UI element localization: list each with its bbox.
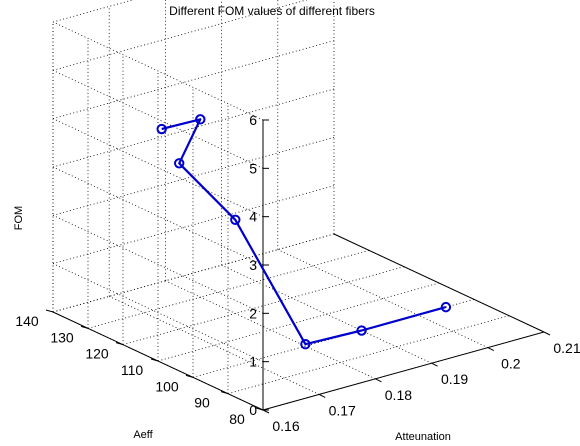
data-point [156,123,167,135]
y-tick-label: 90 [194,395,210,411]
back-wall-gridline [52,88,335,168]
z-tick-label: 2 [249,305,257,321]
back-wall-gridline [52,185,335,265]
z-tick-label: 0 [249,402,257,418]
floor-gridline [109,296,320,395]
z-tick-label: 1 [249,354,257,370]
data-point [174,158,185,169]
floor-gridline [165,280,376,380]
y-tick-label: 110 [121,362,144,378]
z-tick-label: 4 [249,209,257,225]
data-point [300,339,311,350]
y-tick-mark [80,325,89,329]
floor-gridline [52,233,335,313]
y-tick-label: 100 [155,378,179,394]
floor-gridline [221,264,432,364]
y-tick-mark [255,407,264,411]
x-tick-label: 0.2 [501,356,521,372]
z-tick-label: 5 [249,160,257,176]
side-wall-gridline [52,69,264,169]
chart-title: Different FOM values of different fibers [169,4,375,18]
axes-layer [45,119,551,414]
x-tick-mark [375,378,382,383]
y-tick-mark [45,309,54,313]
x-tick-mark [431,362,438,367]
x-tick-label: 0.17 [329,402,356,418]
y-tick-mark [220,391,229,395]
back-wall-gridline [52,233,335,313]
x-tick-mark [318,393,326,398]
y-tick-mark [150,358,159,362]
floor-gridline [87,249,370,329]
x-axis-line [262,331,545,411]
x-tick-label: 0.21 [553,340,580,356]
y-tick-label: 130 [50,329,74,345]
x-axis-title: Atteunation [395,431,451,443]
data-point [440,301,452,313]
x-tick-label: 0.18 [385,387,412,403]
series-line [161,118,447,346]
series-layer [156,114,452,350]
y-axis-title: Aeff [133,429,153,441]
side-wall-gridline [52,214,264,314]
y-axis-line [333,233,545,333]
x-tick-label: 0.19 [441,371,468,387]
z-tick-label: 3 [249,257,257,273]
floor-gridline [157,282,440,362]
y-tick-label: 120 [85,346,109,362]
floor-gridline [277,249,488,348]
data-point [230,214,241,225]
side-wall-gridline [52,21,264,121]
y-tick-mark [115,342,124,346]
side-wall-gridline [52,263,264,363]
data-point [195,114,206,125]
grid-layer [52,0,545,411]
side-wall-gridline [52,118,264,218]
labels-layer: 0.160.170.180.190.20.2180901001101201301… [15,112,580,434]
y-tick-mark [185,374,194,378]
y-tick-label: 140 [15,313,39,329]
x-tick-label: 0.16 [272,418,299,434]
y-tick-label: 80 [229,411,245,427]
data-point [356,325,367,336]
side-wall-gridline [52,166,264,266]
x-tick-mark [487,347,495,352]
back-wall-gridline [52,40,335,120]
z-tick-label: 6 [249,112,257,128]
x-tick-mark [543,331,551,336]
z-axis-title: FOM [13,206,25,230]
